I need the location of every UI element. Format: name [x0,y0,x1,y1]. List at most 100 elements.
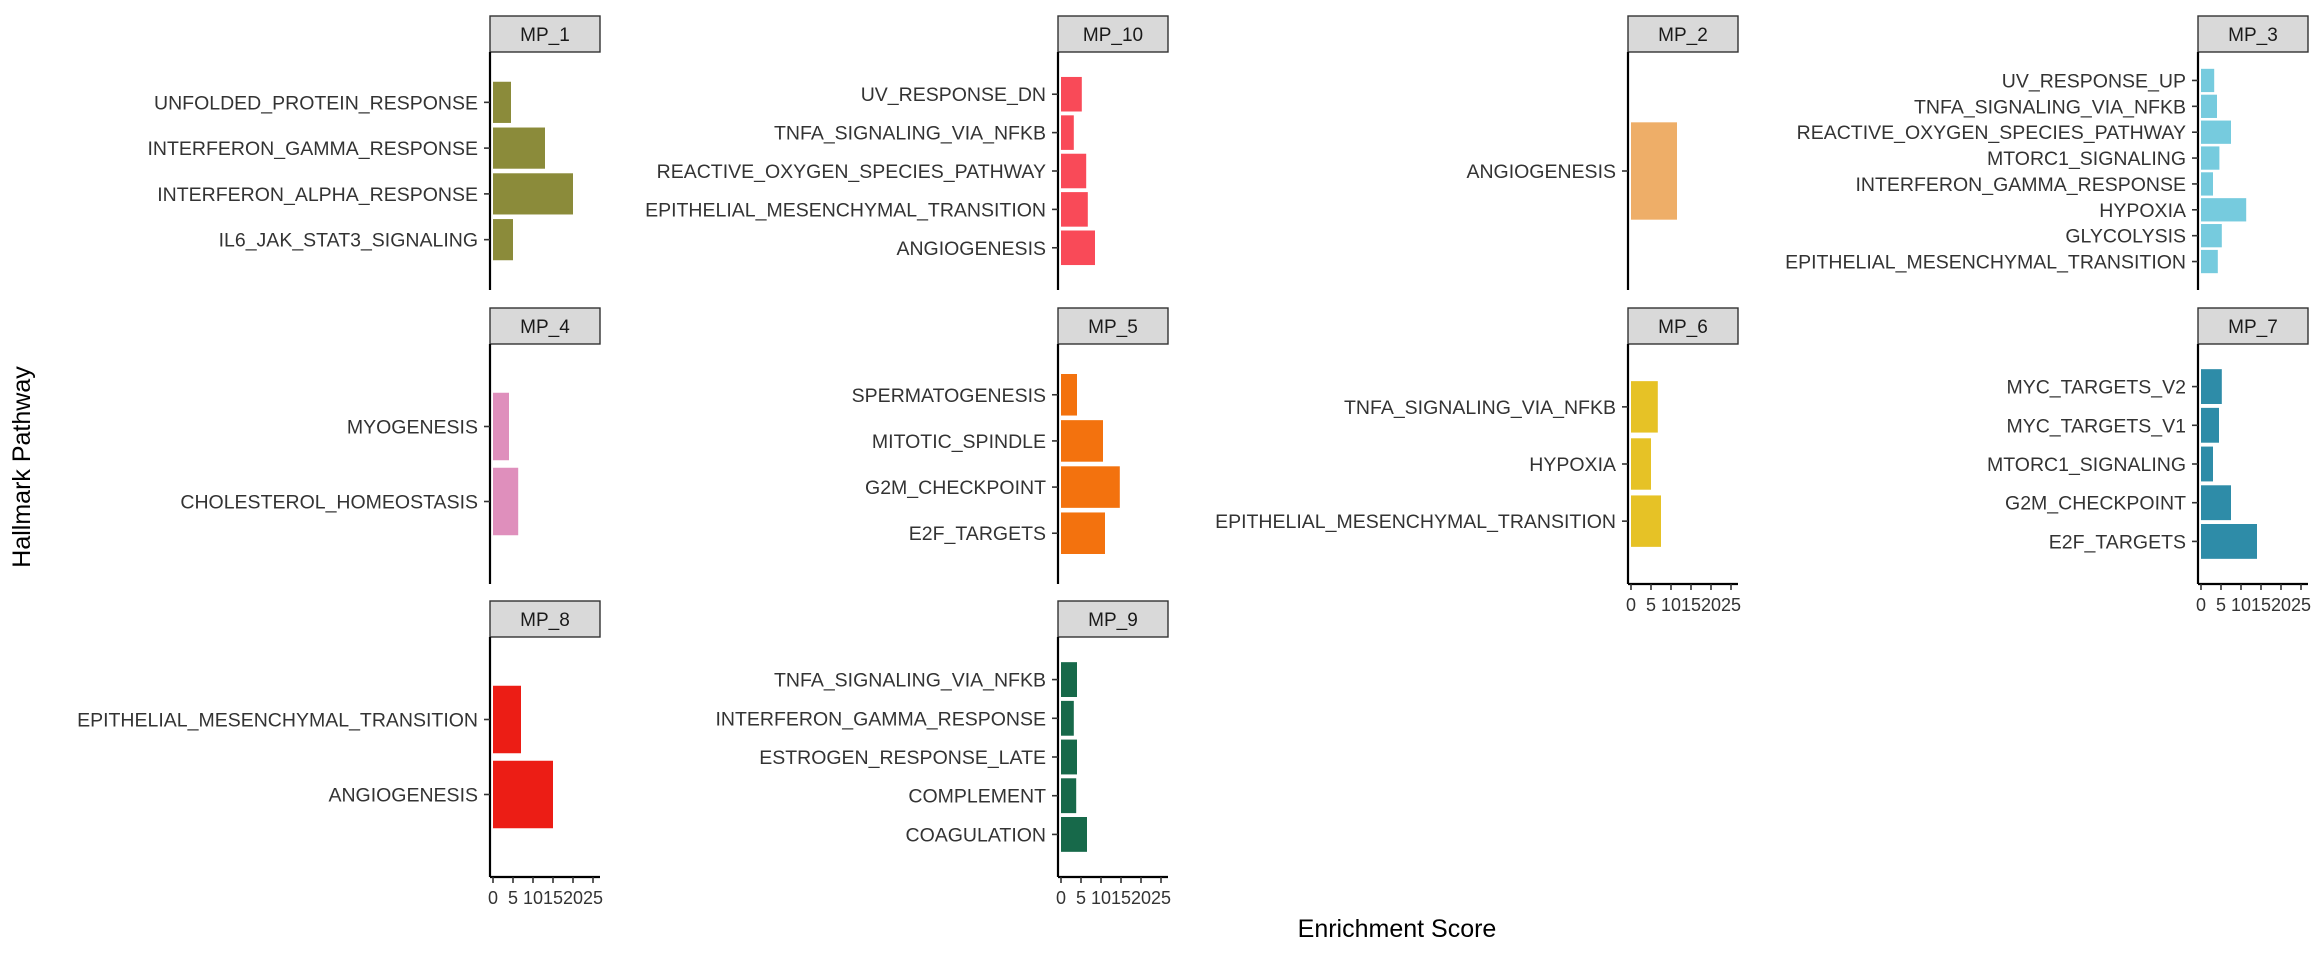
category-label: MYOGENESIS [347,417,478,439]
x-tick-label: 25 [2291,595,2311,615]
facet-strip-label: MP_5 [1088,317,1138,338]
x-tick-label: 10 [1661,595,1681,615]
category-label: G2M_CHECKPOINT [865,477,1046,499]
bar-mp-1-interferon-gamma-response [493,127,545,169]
facet-mp-1: MP_1 UNFOLDED_PROTEIN_RESPONSE INTERFERON_… [148,15,601,290]
category-label: MTORC1_SIGNALING [1987,148,2186,170]
x-tick-label: 10 [1091,888,1111,908]
facet-strip-label: MP_6 [1658,317,1708,338]
bar-mp-7-myc-targets-v2 [2201,369,2222,404]
facet-strip-label: MP_4 [520,317,570,338]
category-label: ANGIOGENESIS [1466,161,1616,183]
category-label: UNFOLDED_PROTEIN_RESPONSE [154,92,478,114]
bar-mp-10-angiogenesis [1061,230,1095,266]
category-label: MTORC1_SIGNALING [1987,454,2186,476]
bar-mp-1-il6-jak-stat3-signaling [493,219,513,261]
bar-mp-9-estrogen-response-late [1061,739,1077,775]
bar-mp-6-hypoxia [1631,438,1651,490]
category-label: IL6_JAK_STAT3_SIGNALING [219,230,478,252]
x-tick-label: 20 [1701,595,1721,615]
bar-mp-6-tnfa-signaling-via-nfkb [1631,381,1658,433]
bar-mp-2-angiogenesis [1631,122,1677,220]
bar-mp-5-g2m-checkpoint [1061,466,1120,508]
category-label: EPITHELIAL_MESENCHYMAL_TRANSITION [1785,252,2186,274]
category-label: UV_RESPONSE_UP [2002,70,2186,92]
bar-mp-7-e2f-targets [2201,524,2257,559]
category-label: MITOTIC_SPINDLE [872,431,1046,453]
facet-mp-3: MP_3 UV_RESPONSE_UP TNFA_SIGNALING_VIA_NFK… [1785,15,2309,290]
category-label: COAGULATION [906,824,1047,846]
facet-mp-6: MP_6 TNFA_SIGNALING_VIA_NFKB HYPOXIA EPITHE… [1215,307,1741,615]
x-tick-label: 5 [508,888,518,908]
category-label: ESTROGEN_RESPONSE_LATE [759,747,1046,769]
category-label: CHOLESTEROL_HOMEOSTASIS [180,492,478,514]
category-label: INTERFERON_GAMMA_RESPONSE [716,708,1046,730]
bar-mp-3-uv-response-up [2201,68,2215,93]
bar-mp-10-tnfa-signaling-via-nfkb [1061,115,1074,150]
category-label: EPITHELIAL_MESENCHYMAL_TRANSITION [645,199,1046,221]
category-label: HYPOXIA [2099,200,2186,222]
facets-layer: MP_1 UNFOLDED_PROTEIN_RESPONSE INTERFERON_… [77,15,2311,908]
bar-mp-8-angiogenesis [493,760,553,829]
bar-mp-3-interferon-gamma-response [2201,172,2213,196]
facet-mp-9: MP_9 TNFA_SIGNALING_VIA_NFKB INTERFERON_GA… [716,600,1171,908]
facet-strip-label: MP_9 [1088,610,1138,631]
facet-strip-mp-9 [1057,600,1169,638]
y-axis-title: Hallmark Pathway [8,366,36,568]
facet-strip-mp-2 [1627,15,1739,53]
category-label: REACTIVE_OXYGEN_SPECIES_PATHWAY [657,161,1046,183]
bar-mp-6-epithelial-mesenchymal-transition [1631,495,1661,547]
bar-mp-10-epithelial-mesenchymal-transition [1061,192,1088,227]
x-tick-label: 25 [583,888,603,908]
bar-mp-3-glycolysis [2201,224,2222,248]
x-tick-label: 0 [1626,595,1636,615]
x-tick-label: 0 [488,888,498,908]
bar-mp-8-epithelial-mesenchymal-transition [493,685,521,754]
category-label: ANGIOGENESIS [896,238,1046,260]
facet-mp-10: MP_10 UV_RESPONSE_DN TNFA_SIGNALING_VIA_NF… [645,15,1169,290]
bar-mp-3-reactive-oxygen-species-pathway [2201,120,2231,144]
facet-strip-mp-6 [1627,307,1739,345]
x-tick-label: 20 [1131,888,1151,908]
x-tick-label: 20 [2271,595,2291,615]
facet-strip-label: MP_7 [2228,317,2278,338]
category-label: HYPOXIA [1529,454,1616,476]
x-tick-label: 10 [523,888,543,908]
x-tick-label: 25 [1151,888,1171,908]
category-label: EPITHELIAL_MESENCHYMAL_TRANSITION [1215,511,1616,533]
category-label: TNFA_SIGNALING_VIA_NFKB [774,123,1046,145]
category-label: G2M_CHECKPOINT [2005,493,2186,515]
facet-mp-4: MP_4 MYOGENESIS CHOLESTEROL_HOMEOSTASIS [180,307,601,584]
category-label: UV_RESPONSE_DN [861,84,1046,106]
facet-strip-label: MP_1 [520,25,570,46]
bar-mp-9-coagulation [1061,817,1087,852]
facet-mp-2: MP_2 ANGIOGENESIS [1466,15,1739,290]
facet-mp-8: MP_8 EPITHELIAL_MESENCHYMAL_TRANSITION ANG… [77,600,603,908]
bar-mp-1-interferon-alpha-response [493,173,573,215]
x-tick-label: 10 [2231,595,2251,615]
bar-mp-3-hypoxia [2201,198,2247,222]
bar-mp-1-unfolded-protein-response [493,81,511,123]
facet-strip-mp-4 [489,307,601,345]
bar-mp-4-myogenesis [493,392,509,461]
x-tick-label: 0 [2196,595,2206,615]
bar-mp-3-tnfa-signaling-via-nfkb [2201,94,2217,118]
bar-mp-5-e2f-targets [1061,512,1105,554]
facet-strip-mp-7 [2197,307,2309,345]
facet-strip-mp-10 [1057,15,1169,53]
category-label: EPITHELIAL_MESENCHYMAL_TRANSITION [77,710,478,732]
category-label: MYC_TARGETS_V1 [2006,415,2186,437]
bar-mp-9-interferon-gamma-response [1061,700,1074,736]
x-tick-label: 0 [1056,888,1066,908]
category-label: SPERMATOGENESIS [852,385,1046,407]
facet-strip-mp-1 [489,15,601,53]
bar-mp-10-uv-response-dn [1061,76,1082,112]
bar-mp-7-g2m-checkpoint [2201,485,2231,521]
x-tick-label: 15 [543,888,563,908]
bar-mp-7-mtorc1-signaling [2201,446,2213,482]
x-tick-label: 25 [1721,595,1741,615]
facet-strip-label: MP_8 [520,610,570,631]
category-label: INTERFERON_ALPHA_RESPONSE [157,184,478,206]
